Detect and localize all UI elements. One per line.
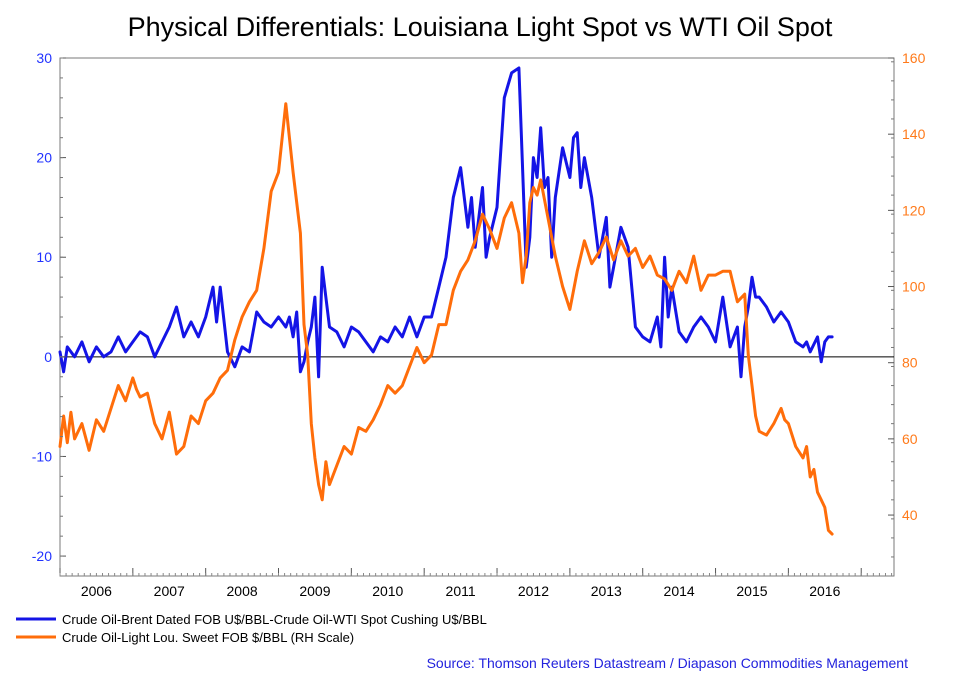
- right-tick-label: 120: [902, 202, 926, 218]
- left-tick-label: 20: [36, 150, 52, 166]
- x-tick-label: 2011: [446, 583, 476, 599]
- legend-label-louisiana-light: Crude Oil-Light Lou. Sweet FOB $/BBL (RH…: [62, 630, 354, 645]
- right-tick-label: 60: [902, 431, 918, 447]
- x-axis: 2006 2007 2008 2009 2010 2011 2012 2013 2014 2015…: [59, 568, 893, 599]
- right-tick-label: 100: [902, 279, 926, 295]
- series-line-brent-wti: [58, 66, 834, 379]
- left-tick-label: 0: [44, 349, 52, 365]
- x-tick-label: 2013: [591, 583, 622, 599]
- left-tick-label: 30: [36, 50, 52, 66]
- right-tick-label: 80: [902, 355, 918, 371]
- x-tick-label: 2006: [81, 583, 112, 599]
- x-tick-label: 2015: [736, 583, 767, 599]
- legend-label-brent-wti: Crude Oil-Brent Dated FOB U$/BBL-Crude O…: [62, 612, 487, 627]
- left-axis: 30 20 10 0 -10 -20: [32, 50, 66, 577]
- left-tick-label: 10: [36, 249, 52, 265]
- right-tick-label: 140: [902, 126, 926, 142]
- x-tick-label: 2012: [518, 583, 549, 599]
- left-tick-label: -10: [32, 448, 52, 464]
- x-tick-label: 2009: [299, 583, 330, 599]
- source-credit: Source: Thomson Reuters Datastream / Dia…: [427, 655, 909, 671]
- plot-frame: [59, 57, 895, 577]
- right-tick-label: 40: [902, 507, 918, 523]
- chart-title: Physical Differentials: Louisiana Light …: [128, 12, 833, 42]
- x-tick-label: 2007: [154, 583, 185, 599]
- x-tick-label: 2010: [372, 583, 403, 599]
- series-layer: [58, 66, 834, 536]
- series-line-louisiana-light: [58, 102, 834, 536]
- x-tick-label: 2008: [227, 583, 258, 599]
- legend: Crude Oil-Brent Dated FOB U$/BBL-Crude O…: [16, 612, 487, 645]
- right-axis: 160 140 120 100 80 60 40: [888, 50, 926, 577]
- left-tick-label: -20: [32, 548, 52, 564]
- right-tick-label: 160: [902, 50, 926, 66]
- x-tick-label: 2016: [809, 583, 840, 599]
- x-tick-label: 2014: [664, 583, 695, 599]
